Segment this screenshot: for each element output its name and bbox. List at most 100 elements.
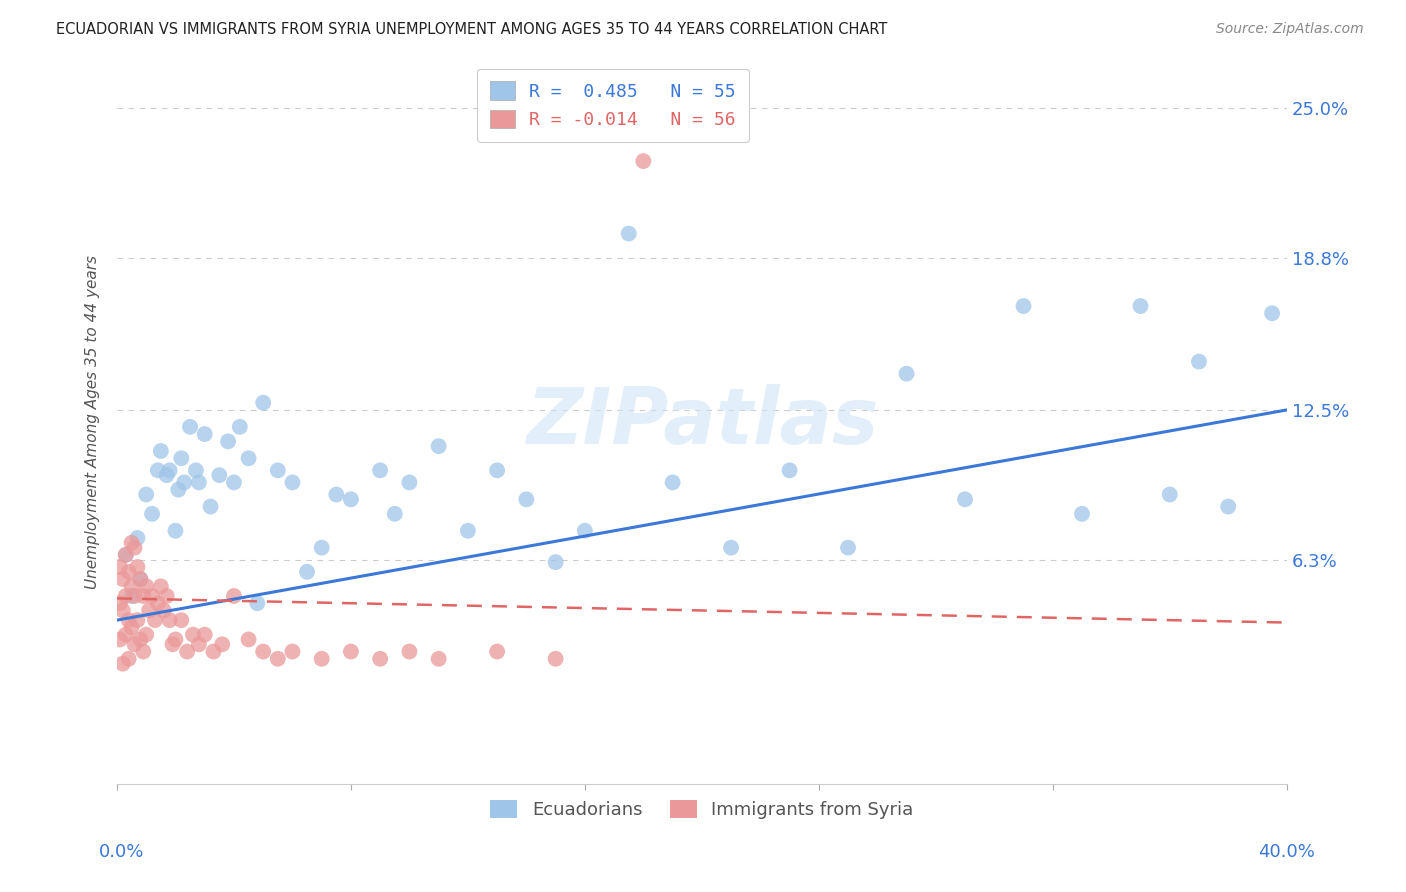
Point xyxy=(574,524,596,538)
Point xyxy=(720,541,742,555)
Point xyxy=(156,468,179,483)
Text: 40.0%: 40.0% xyxy=(1258,843,1315,861)
Point xyxy=(114,627,136,641)
Point xyxy=(135,627,157,641)
Point xyxy=(208,468,231,483)
Point xyxy=(111,603,134,617)
Point xyxy=(165,524,187,538)
Point xyxy=(149,444,172,458)
Point xyxy=(108,596,131,610)
Point xyxy=(311,652,333,666)
Point xyxy=(544,555,567,569)
Point xyxy=(661,475,683,490)
Point xyxy=(486,463,509,477)
Point xyxy=(325,487,347,501)
Point xyxy=(1159,487,1181,501)
Point xyxy=(295,565,318,579)
Point xyxy=(1261,306,1284,320)
Text: ECUADORIAN VS IMMIGRANTS FROM SYRIA UNEMPLOYMENT AMONG AGES 35 TO 44 YEARS CORRE: ECUADORIAN VS IMMIGRANTS FROM SYRIA UNEM… xyxy=(56,22,887,37)
Point xyxy=(281,644,304,658)
Point xyxy=(267,463,290,477)
Point xyxy=(111,572,134,586)
Point xyxy=(340,492,363,507)
Point xyxy=(146,463,169,477)
Point xyxy=(187,475,209,490)
Point xyxy=(156,589,179,603)
Point xyxy=(779,463,801,477)
Point xyxy=(1012,299,1035,313)
Point xyxy=(187,637,209,651)
Point xyxy=(457,524,479,538)
Point xyxy=(132,644,155,658)
Point xyxy=(127,560,149,574)
Point xyxy=(200,500,222,514)
Point xyxy=(121,620,143,634)
Point xyxy=(953,492,976,507)
Point xyxy=(118,565,141,579)
Legend: Ecuadorians, Immigrants from Syria: Ecuadorians, Immigrants from Syria xyxy=(484,792,921,826)
Point xyxy=(129,632,152,647)
Point xyxy=(252,395,274,409)
Point xyxy=(246,596,269,610)
Point xyxy=(179,420,201,434)
Point xyxy=(238,451,260,466)
Point xyxy=(222,589,245,603)
Point xyxy=(427,439,450,453)
Point xyxy=(1071,507,1094,521)
Point xyxy=(837,541,859,555)
Point xyxy=(162,637,184,651)
Point xyxy=(124,541,146,555)
Point xyxy=(184,463,207,477)
Point xyxy=(143,613,166,627)
Point xyxy=(398,644,420,658)
Point xyxy=(149,579,172,593)
Point xyxy=(181,627,204,641)
Point xyxy=(121,589,143,603)
Point xyxy=(114,548,136,562)
Point xyxy=(170,613,193,627)
Point xyxy=(129,572,152,586)
Point xyxy=(281,475,304,490)
Text: ZIPatlas: ZIPatlas xyxy=(526,384,877,460)
Point xyxy=(311,541,333,555)
Point xyxy=(217,434,239,449)
Point xyxy=(118,652,141,666)
Point xyxy=(141,589,163,603)
Text: Source: ZipAtlas.com: Source: ZipAtlas.com xyxy=(1216,22,1364,37)
Point xyxy=(398,475,420,490)
Point xyxy=(138,603,160,617)
Point xyxy=(202,644,225,658)
Point xyxy=(127,531,149,545)
Point xyxy=(252,644,274,658)
Point xyxy=(135,487,157,501)
Point xyxy=(238,632,260,647)
Point xyxy=(111,657,134,671)
Point xyxy=(1218,500,1240,514)
Point xyxy=(633,154,655,169)
Text: 0.0%: 0.0% xyxy=(98,843,143,861)
Point xyxy=(211,637,233,651)
Point xyxy=(194,427,217,442)
Point xyxy=(384,507,406,521)
Point xyxy=(1188,354,1211,368)
Point xyxy=(159,613,181,627)
Point xyxy=(173,475,195,490)
Point xyxy=(127,613,149,627)
Point xyxy=(135,579,157,593)
Point xyxy=(427,652,450,666)
Point xyxy=(170,451,193,466)
Point xyxy=(129,572,152,586)
Point xyxy=(132,589,155,603)
Y-axis label: Unemployment Among Ages 35 to 44 years: Unemployment Among Ages 35 to 44 years xyxy=(86,255,100,589)
Point xyxy=(114,548,136,562)
Point xyxy=(267,652,290,666)
Point xyxy=(121,536,143,550)
Point xyxy=(114,589,136,603)
Point xyxy=(152,603,174,617)
Point xyxy=(167,483,190,497)
Point xyxy=(141,507,163,521)
Point xyxy=(124,589,146,603)
Point xyxy=(118,613,141,627)
Point xyxy=(544,652,567,666)
Point xyxy=(486,644,509,658)
